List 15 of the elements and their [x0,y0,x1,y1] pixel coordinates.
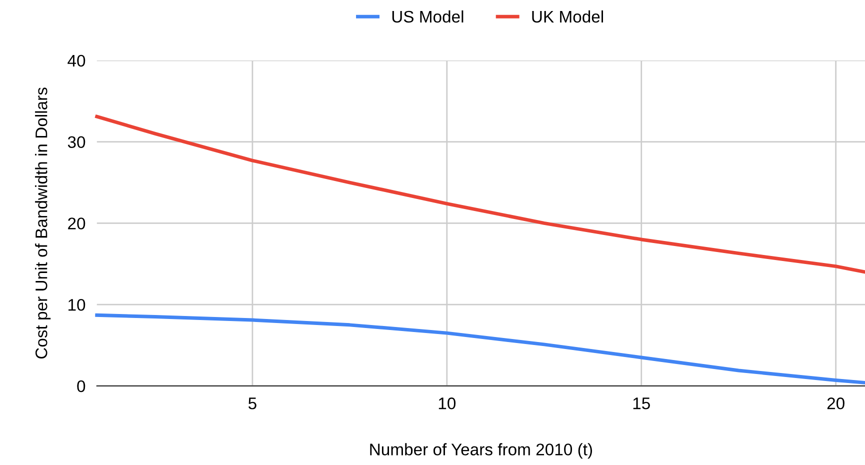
x-tick-label: 15 [633,398,650,410]
y-tick-label: 40 [68,54,86,67]
x-tick-label: 5 [248,398,256,410]
y-axis-title: Cost per Unit of Bandwidth in Dollars [35,88,51,359]
x-tick-label: 20 [827,398,844,410]
y-tick-label: 0 [77,380,86,392]
x-tick-label: 10 [438,398,456,410]
x-axis-title: Number of Years from 2010 (t) [370,443,592,459]
y-tick-label: 30 [68,136,86,148]
y-tick-label: 10 [68,298,86,311]
y-tick-label: 20 [68,218,86,230]
legend-label: US Model [392,10,464,23]
legend-label: UK Model [532,10,604,23]
line-series [95,313,865,384]
line-series [95,114,865,274]
